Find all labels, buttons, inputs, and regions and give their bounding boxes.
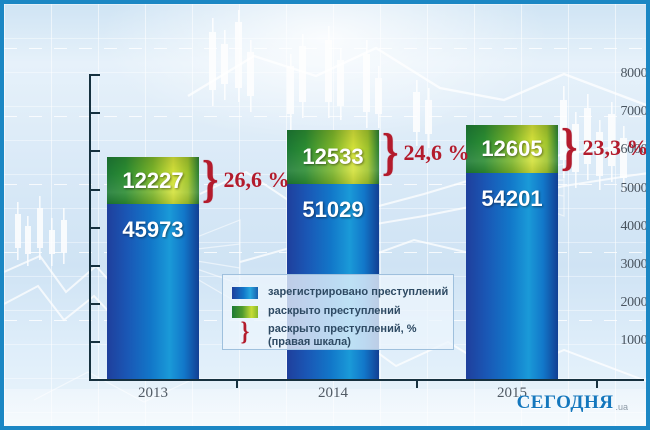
- y-axis-tick: [89, 303, 100, 305]
- bar-label-solved-2014: 12533: [302, 144, 364, 169]
- y-axis-label-40000: 40000: [620, 219, 648, 234]
- bar-2013[interactable]: 12227 45973: [107, 157, 199, 379]
- plot-area: 80000 70000 60000 50000 40000 30000 2000…: [4, 4, 649, 426]
- percent-annotation-2015: } 23,3 %: [559, 119, 649, 176]
- sevodnya-logo[interactable]: СЕГОДНЯ .ua: [517, 392, 628, 414]
- y-axis-tick: [89, 341, 100, 343]
- y-axis-tick: [89, 265, 100, 267]
- percent-label-2015: 23,3 %: [582, 135, 649, 161]
- y-axis-tick: [89, 227, 100, 229]
- logo-wordmark: СЕГОДНЯ: [516, 392, 614, 413]
- bar-segment-registered-2013: [107, 204, 199, 379]
- bar-segment-solved-2015: [466, 125, 558, 173]
- y-axis-tick: [89, 189, 100, 191]
- y-axis-label-50000: 50000: [620, 181, 648, 196]
- legend-item-solved-percent[interactable]: } раскрыто преступлений, % (правая шкала…: [232, 317, 417, 351]
- bar-label-registered-2014: 51029: [302, 197, 364, 222]
- brace-icon: }: [202, 151, 219, 208]
- y-axis-label-20000: 20000: [620, 295, 648, 310]
- legend-label-solved-percent-scale: (правая шкала): [268, 335, 351, 348]
- x-axis-tick: [236, 379, 238, 388]
- bar-segment-registered-2015: [466, 173, 558, 379]
- bar-label-registered-2015: 54201: [481, 186, 543, 211]
- brace-icon: }: [240, 317, 250, 346]
- y-axis-label-0: 0: [576, 371, 646, 387]
- bar-label-solved-2015: 12605: [481, 136, 543, 161]
- y-axis-tick: [89, 150, 100, 152]
- percent-annotation-2013: } 26,6 %: [200, 151, 290, 208]
- bar-segment-solved-2014: [287, 130, 379, 184]
- legend-label-solved-percent: раскрыто преступлений, %: [268, 323, 417, 335]
- legend-item-solved[interactable]: раскрыто преступлений: [232, 304, 401, 319]
- legend-label-solved: раскрыто преступлений: [268, 305, 401, 318]
- swatch-green-icon: [232, 305, 258, 318]
- percent-label-2014: 24,6 %: [403, 140, 470, 166]
- y-axis-label-70000: 70000: [620, 104, 648, 119]
- legend-item-registered[interactable]: зарегистрировано преступлений: [232, 285, 448, 300]
- y-axis-tick: [89, 112, 100, 114]
- x-axis-label-2014: 2014: [318, 385, 348, 401]
- percent-annotation-2014: } 24,6 %: [380, 124, 470, 181]
- x-axis-tick: [416, 379, 418, 388]
- y-axis-tick: [89, 74, 100, 76]
- y-axis-label-10000: 10000: [620, 333, 648, 348]
- background-bottom-band: [4, 389, 646, 426]
- bar-segment-solved-2013: [107, 157, 199, 204]
- bar-2015[interactable]: 12605 54201: [466, 125, 558, 379]
- x-axis-tick: [596, 379, 598, 388]
- x-axis-label-2013: 2013: [138, 385, 168, 401]
- brace-icon: }: [561, 119, 578, 176]
- logo-tld: .ua: [615, 402, 628, 412]
- y-axis-label-60000: 60000: [620, 142, 648, 157]
- bar-label-solved-2013: 12227: [122, 168, 184, 193]
- y-axis-label-30000: 30000: [620, 257, 648, 272]
- brace-icon: }: [382, 124, 399, 181]
- background-dash-line: [4, 48, 646, 49]
- bar-label-registered-2013: 45973: [122, 217, 184, 242]
- swatch-blue-icon: [232, 286, 258, 299]
- legend-label-registered: зарегистрировано преступлений: [268, 286, 449, 299]
- background-dash-line: [4, 116, 646, 117]
- x-axis-label-2015: 2015: [497, 385, 527, 401]
- percent-label-2013: 26,6 %: [223, 167, 290, 193]
- y-axis-label-80000: 80000: [620, 66, 648, 81]
- x-axis-line: [89, 379, 644, 381]
- chart-legend: зарегистрировано преступлений раскрыто п…: [222, 274, 454, 350]
